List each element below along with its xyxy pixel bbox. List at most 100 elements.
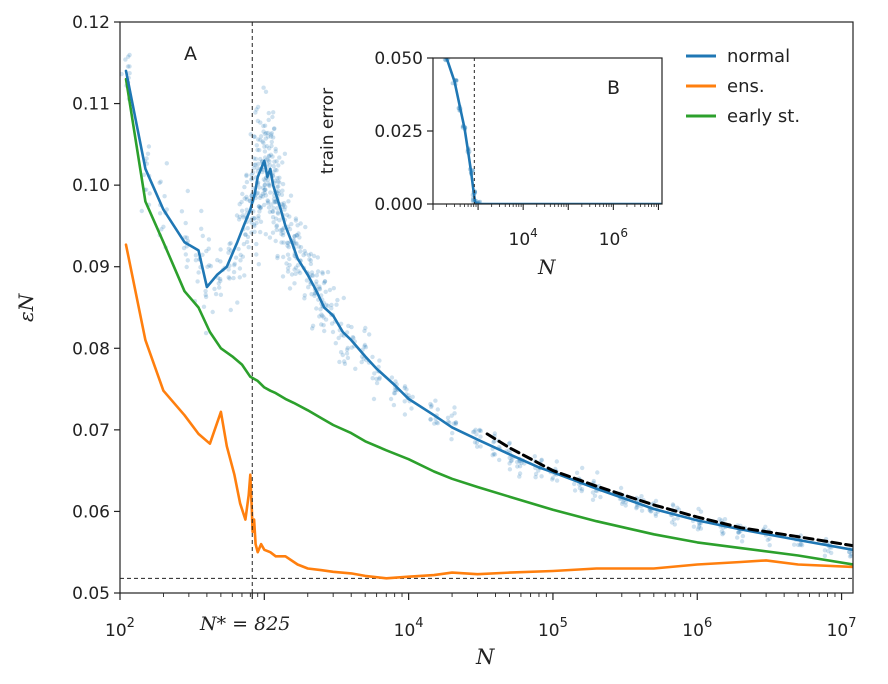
sample-point bbox=[321, 323, 326, 328]
sample-point bbox=[698, 526, 704, 531]
sample-point bbox=[280, 188, 285, 193]
sample-point bbox=[698, 509, 704, 514]
sample-point bbox=[572, 481, 577, 487]
sample-point bbox=[213, 291, 219, 297]
sample-point bbox=[263, 89, 269, 95]
series-line-ens bbox=[124, 243, 853, 580]
sample-point bbox=[241, 241, 247, 247]
sample-point bbox=[474, 432, 479, 437]
sample-point bbox=[258, 193, 264, 199]
series-lines bbox=[124, 69, 853, 580]
sample-point bbox=[212, 286, 217, 292]
sample-point bbox=[247, 198, 252, 203]
sample-point bbox=[351, 335, 356, 341]
sample-point bbox=[244, 194, 249, 200]
inset-y-tick-label: 0.025 bbox=[374, 122, 423, 142]
sample-point bbox=[517, 471, 523, 476]
sample-point bbox=[377, 358, 382, 363]
sample-point bbox=[269, 131, 274, 136]
sample-point bbox=[822, 548, 828, 553]
sample-point bbox=[185, 188, 190, 194]
sample-point bbox=[255, 147, 260, 153]
sample-point bbox=[554, 478, 560, 483]
sample-point bbox=[507, 461, 512, 466]
sample-point bbox=[193, 253, 199, 258]
sample-point bbox=[309, 292, 314, 297]
sample-point bbox=[257, 195, 263, 200]
sample-point bbox=[238, 258, 243, 263]
series-line-normal bbox=[124, 69, 853, 552]
sample-point bbox=[261, 140, 266, 145]
sample-point bbox=[264, 144, 269, 149]
sample-point bbox=[345, 355, 351, 361]
sample-point bbox=[270, 114, 275, 120]
sample-point bbox=[283, 204, 288, 210]
sample-point bbox=[797, 542, 803, 548]
sample-point bbox=[262, 182, 267, 188]
sample-point bbox=[550, 475, 556, 481]
sample-point bbox=[338, 350, 344, 355]
sample-point bbox=[298, 245, 304, 250]
sample-point bbox=[767, 536, 772, 541]
sample-point bbox=[285, 240, 290, 245]
sample-point bbox=[275, 206, 280, 211]
sample-point bbox=[720, 532, 725, 537]
sample-point bbox=[203, 330, 209, 336]
sample-point bbox=[275, 176, 280, 181]
sample-point bbox=[311, 253, 317, 259]
sample-point bbox=[179, 209, 185, 214]
sample-point bbox=[324, 302, 329, 308]
sample-point bbox=[740, 533, 746, 539]
sample-point bbox=[268, 190, 273, 195]
sample-point bbox=[428, 417, 433, 422]
sample-point bbox=[237, 214, 242, 220]
sample-point bbox=[243, 232, 248, 237]
sample-point bbox=[226, 250, 231, 255]
sample-point bbox=[267, 154, 272, 159]
sample-point bbox=[256, 204, 262, 209]
sample-point bbox=[235, 300, 240, 305]
inset-x-axis-label: N bbox=[537, 255, 557, 279]
sample-point bbox=[474, 440, 480, 445]
sample-point bbox=[280, 160, 285, 165]
sample-point bbox=[193, 258, 199, 263]
sample-point bbox=[205, 264, 210, 269]
sample-point bbox=[181, 245, 187, 251]
sample-point bbox=[267, 209, 273, 215]
sample-point bbox=[184, 235, 190, 240]
sample-point bbox=[363, 345, 369, 350]
sample-point bbox=[275, 255, 280, 261]
sample-point bbox=[314, 279, 319, 284]
sample-point bbox=[550, 477, 555, 482]
sample-point bbox=[392, 387, 398, 392]
sample-point bbox=[270, 215, 276, 220]
sample-point bbox=[847, 549, 852, 555]
sample-point bbox=[282, 207, 287, 212]
panel-label-b: B bbox=[607, 77, 620, 99]
sample-point bbox=[274, 223, 280, 228]
sample-point bbox=[590, 490, 596, 495]
inset-sample-point bbox=[472, 204, 476, 208]
inset-x-ticks: 104 106 bbox=[432, 204, 659, 250]
sample-point bbox=[266, 181, 271, 186]
sample-point bbox=[278, 228, 283, 233]
sample-point bbox=[216, 281, 221, 286]
sample-point bbox=[517, 464, 523, 469]
sample-point bbox=[370, 376, 375, 381]
sample-point bbox=[435, 407, 440, 412]
sample-point bbox=[492, 439, 497, 444]
sample-point bbox=[252, 216, 257, 221]
sample-point bbox=[276, 179, 281, 184]
sample-point bbox=[580, 465, 585, 471]
x-tick-label: 106 bbox=[682, 616, 712, 641]
sample-point bbox=[260, 139, 265, 144]
sample-point bbox=[310, 273, 316, 278]
sample-point bbox=[206, 246, 211, 251]
sample-point bbox=[218, 259, 223, 264]
sample-point bbox=[292, 281, 297, 286]
sample-point bbox=[164, 161, 169, 166]
sample-point bbox=[267, 146, 272, 151]
sample-point bbox=[306, 253, 312, 258]
sample-point bbox=[319, 322, 324, 327]
sample-point bbox=[241, 215, 246, 220]
